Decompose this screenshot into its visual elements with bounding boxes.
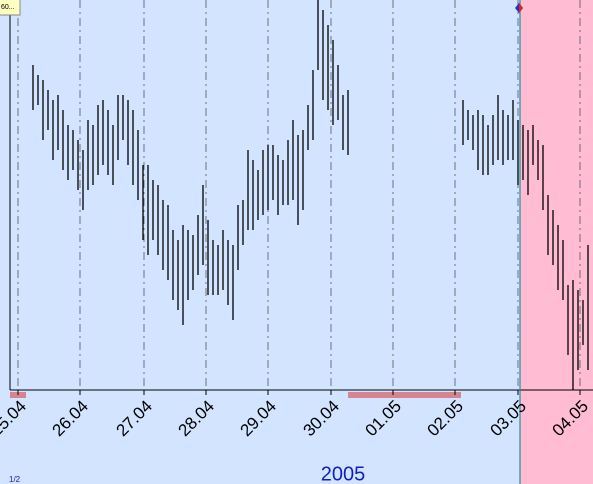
corner-label: 60... — [1, 4, 15, 11]
gap-marker — [348, 392, 461, 398]
forecast-background — [520, 0, 593, 484]
x-axis-title: 2005 — [321, 463, 366, 484]
time-marker — [519, 3, 523, 13]
corner-box — [0, 0, 21, 16]
page-label: 1/2 — [9, 475, 21, 484]
history-background — [0, 0, 520, 484]
grid — [17, 0, 581, 390]
